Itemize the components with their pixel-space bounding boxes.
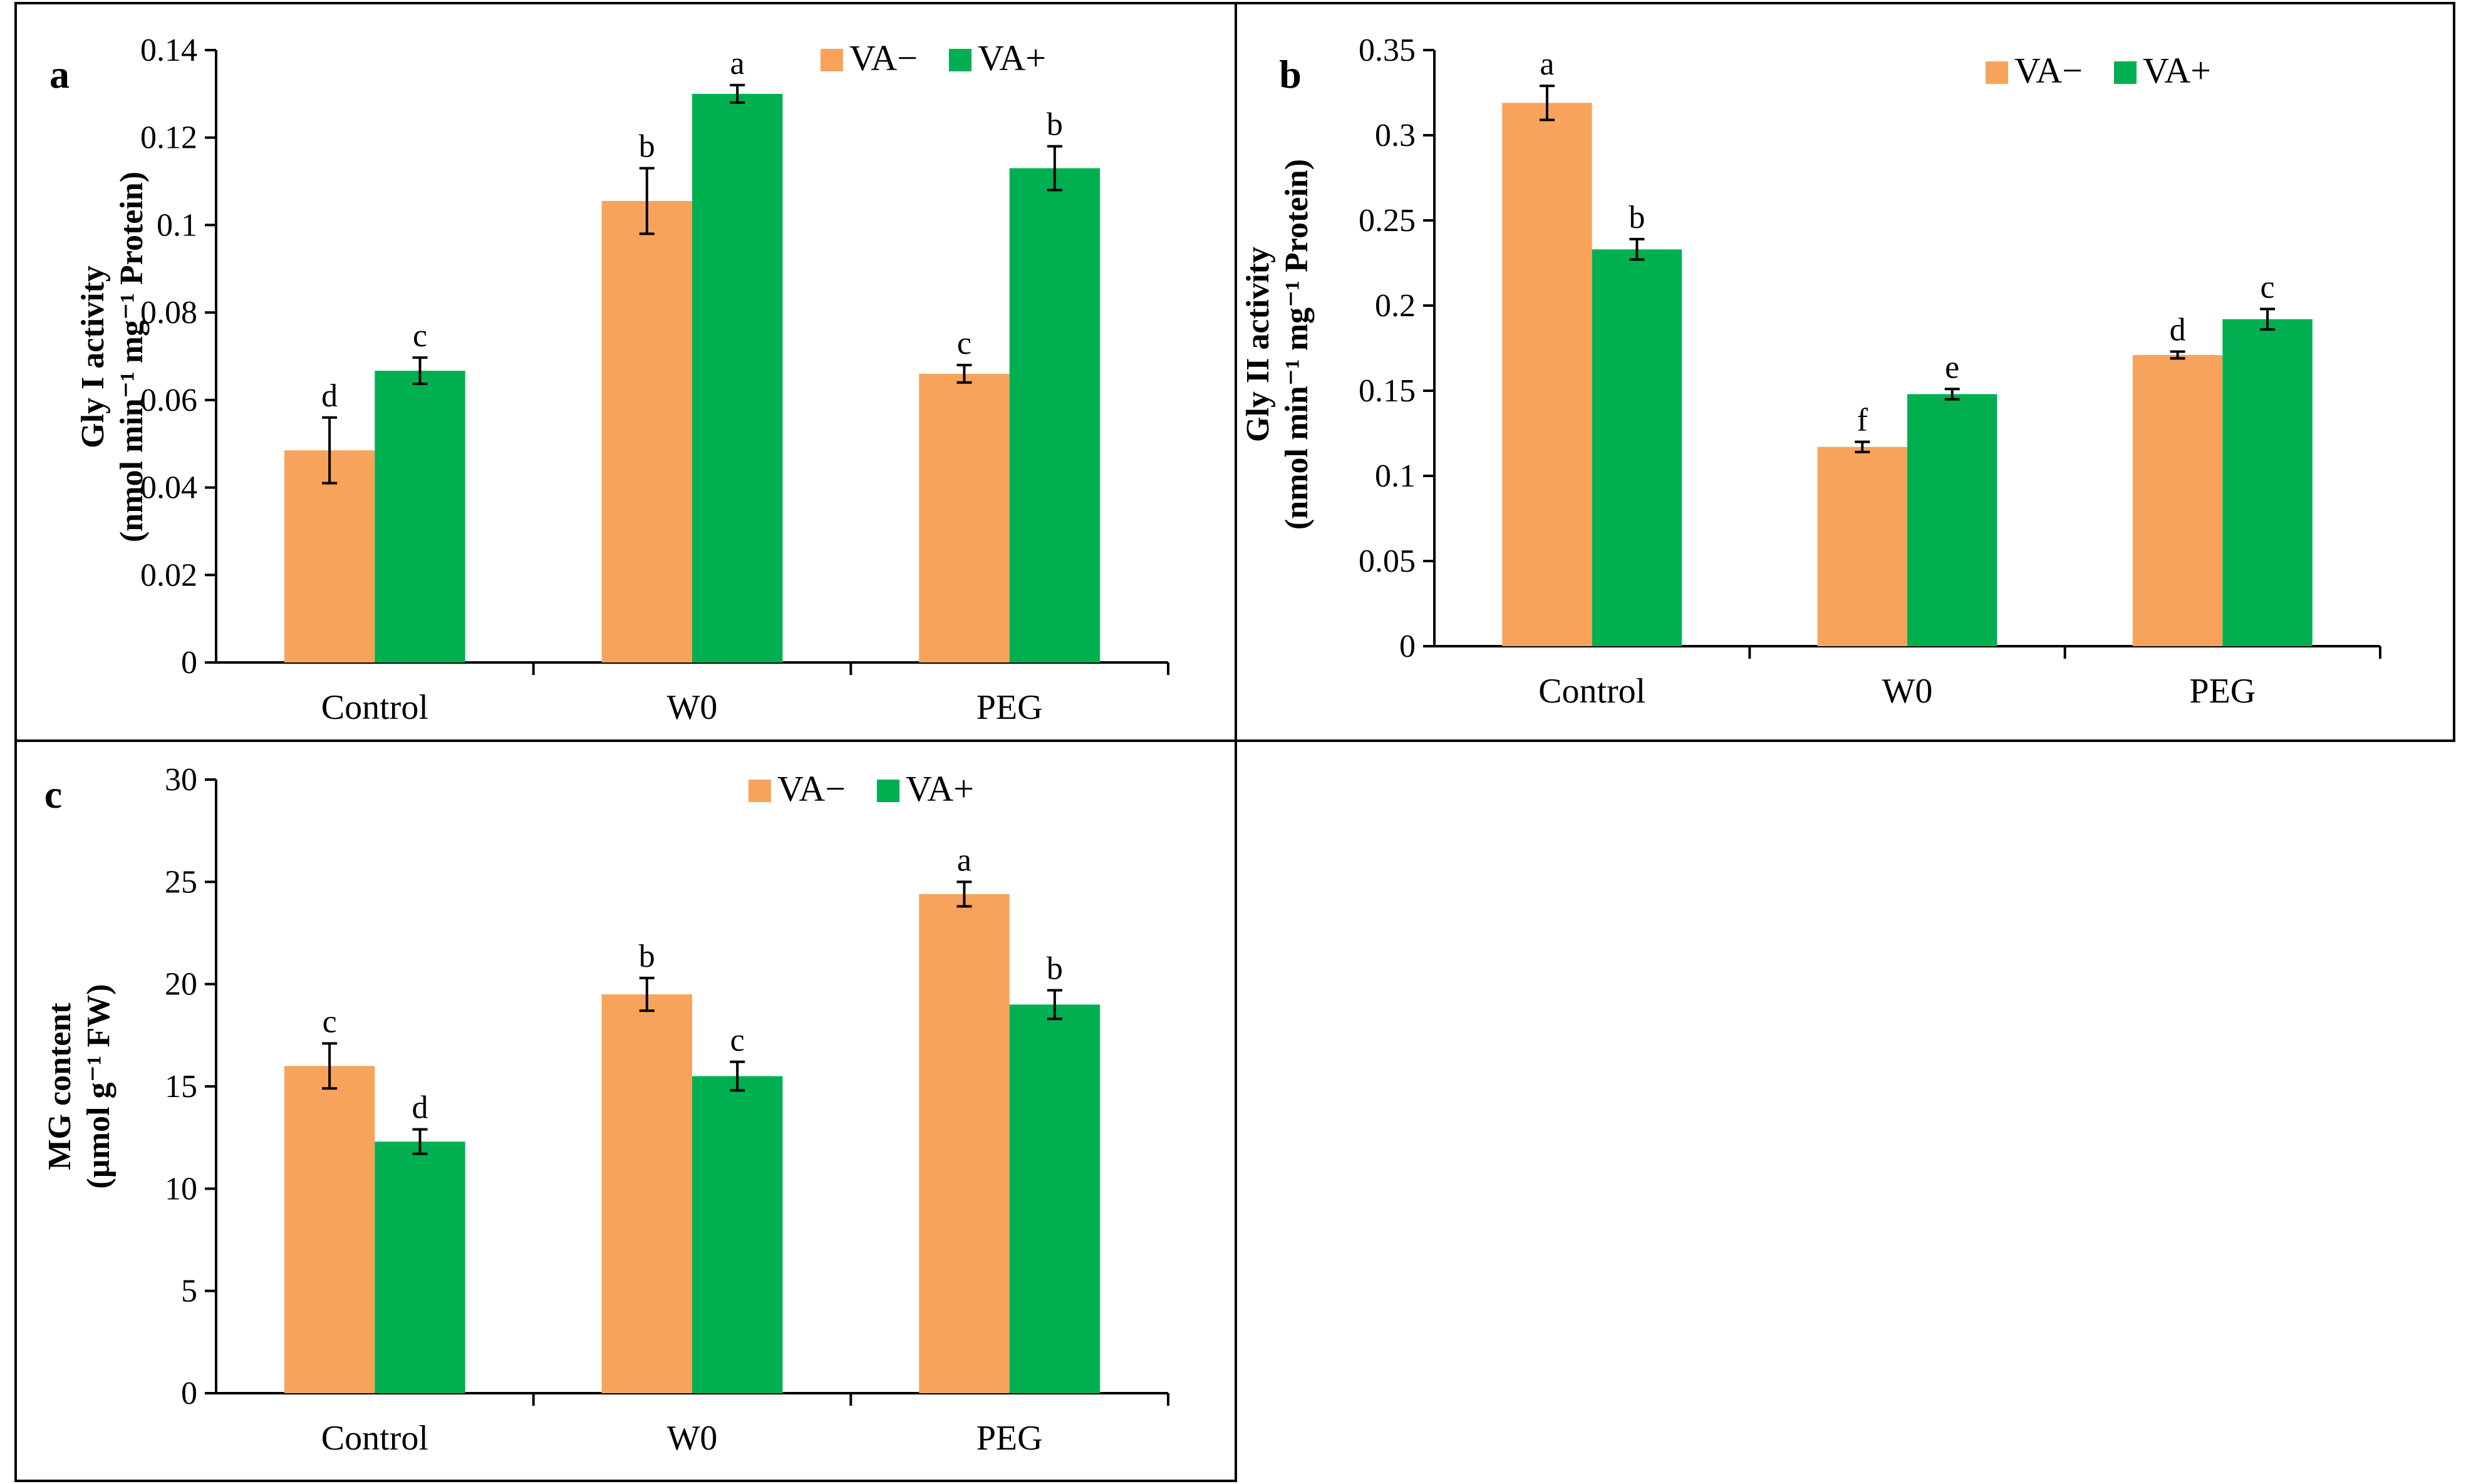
bar-va-plus-w0	[1907, 394, 1997, 646]
bar-va-plus-peg	[1009, 168, 1101, 663]
legend-swatch-va-minus	[1986, 61, 2008, 84]
legend-swatch-va-plus	[2114, 61, 2137, 84]
y-tick-label: 20	[165, 967, 197, 1002]
legend-swatch-va-minus	[749, 780, 771, 802]
y-tick-label: 0	[181, 645, 197, 681]
significance-letter: c	[957, 326, 971, 361]
significance-letter: c	[413, 318, 427, 354]
significance-letter: a	[957, 842, 971, 878]
bar-va-minus-w0	[601, 994, 692, 1393]
x-category-label: PEG	[2189, 672, 2256, 711]
legend-label: VA+	[2143, 50, 2211, 91]
bar-va-plus-w0	[692, 1076, 783, 1393]
y-tick-label: 0	[181, 1376, 197, 1411]
y-axis-label: Gly II activity(nmol min⁻¹ mg⁻¹ Protein)	[1240, 159, 1315, 530]
panel-letter: b	[1279, 52, 1302, 96]
legend-swatch-va-minus	[821, 49, 843, 71]
significance-letter: a	[1540, 46, 1554, 82]
y-tick-label: 0.35	[1359, 33, 1416, 68]
y-tick-label: 0.02	[140, 557, 197, 593]
y-tick-label: 30	[165, 762, 197, 798]
bar-va-plus-peg	[1009, 1004, 1101, 1393]
legend-label: VA+	[978, 38, 1046, 78]
y-axis-label-line2: (nmol min⁻¹ mg⁻¹ Protein)	[114, 172, 150, 542]
y-tick-label: 5	[181, 1274, 197, 1309]
significance-letter: d	[321, 378, 338, 414]
y-tick-label: 0.14	[140, 33, 197, 68]
bar-va-plus-control	[375, 371, 465, 662]
x-category-label: Control	[1538, 672, 1645, 711]
legend-label: VA−	[2014, 50, 2083, 91]
legend-swatch-va-plus	[877, 780, 899, 802]
significance-letter: b	[1629, 200, 1645, 235]
panel-letter: a	[49, 52, 70, 96]
bar-va-plus-control	[375, 1141, 465, 1393]
x-category-label: PEG	[976, 688, 1043, 727]
significance-letter: b	[1047, 107, 1063, 143]
y-tick-label: 0.04	[140, 470, 197, 506]
panel-frame	[1235, 2, 2455, 742]
y-tick-label: 0.1	[157, 207, 197, 243]
panel-frame	[14, 739, 1237, 1482]
bar-va-minus-w0	[601, 201, 692, 662]
significance-letter: c	[323, 1004, 337, 1039]
y-tick-label: 0.2	[1375, 288, 1416, 324]
significance-letter: c	[730, 1023, 745, 1058]
y-tick-label: 15	[165, 1069, 197, 1105]
y-tick-label: 0.12	[140, 120, 197, 156]
significance-letter: e	[1945, 349, 1959, 385]
y-tick-label: 0.15	[1359, 373, 1416, 409]
y-tick-label: 25	[165, 864, 197, 900]
y-axis-label: MG content(µmol g⁻¹ FW)	[42, 984, 117, 1188]
x-category-label: Control	[321, 1419, 428, 1458]
significance-letter: f	[1857, 403, 1868, 438]
bar-va-minus-control	[284, 450, 375, 662]
legend-swatch-va-plus	[949, 49, 971, 71]
y-axis-label: Gly I activity(nmol min⁻¹ mg⁻¹ Protein)	[75, 172, 150, 542]
y-axis-label-line1: MG content	[42, 1002, 78, 1170]
y-axis-label-line1: Gly II activity	[1240, 247, 1276, 442]
chart-panel-a: a Gly I activity(nmol min⁻¹ mg⁻¹ Protein)…	[14, 2, 1237, 742]
y-axis-label-line1: Gly I activity	[75, 265, 111, 448]
y-tick-label: 10	[165, 1171, 197, 1207]
x-category-label: W0	[1882, 672, 1933, 711]
y-tick-label: 0	[1399, 629, 1416, 664]
bar-va-plus-peg	[2222, 319, 2313, 646]
y-axis-label-line2: (µmol g⁻¹ FW)	[81, 984, 117, 1188]
bar-va-minus-peg	[2132, 354, 2223, 646]
y-tick-label: 0.08	[140, 295, 197, 331]
bar-va-minus-control	[1502, 103, 1592, 646]
significance-letter: b	[639, 129, 655, 165]
x-category-label: PEG	[976, 1419, 1043, 1458]
chart-panel-c: c MG content(µmol g⁻¹ FW) 0 5 10 15 20 25 30 Cont…	[14, 739, 1237, 1482]
significance-letter: d	[412, 1090, 428, 1126]
y-axis-label-line2: (nmol min⁻¹ mg⁻¹ Protein)	[1279, 159, 1315, 530]
bar-va-minus-w0	[1817, 446, 1907, 646]
significance-letter: b	[1047, 951, 1063, 986]
significance-letter: d	[2170, 312, 2186, 348]
significance-letter: c	[2261, 269, 2275, 305]
y-tick-label: 0.05	[1359, 544, 1416, 579]
bar-va-minus-peg	[919, 373, 1010, 662]
bar-va-minus-peg	[919, 894, 1010, 1393]
y-tick-label: 0.06	[140, 383, 197, 418]
x-category-label: Control	[321, 688, 428, 727]
chart-panel-b: b Gly II activity(nmol min⁻¹ mg⁻¹ Protein…	[1235, 2, 2455, 742]
y-tick-label: 0.25	[1359, 203, 1416, 239]
legend-label: VA+	[906, 768, 974, 809]
y-tick-label: 0.3	[1375, 118, 1416, 153]
bar-va-plus-control	[1592, 249, 1682, 646]
legend-label: VA−	[777, 768, 846, 809]
x-category-label: W0	[667, 1419, 718, 1458]
significance-letter: a	[730, 46, 745, 81]
significance-letter: b	[639, 939, 655, 974]
y-tick-label: 0.1	[1375, 458, 1416, 494]
bar-va-minus-control	[284, 1066, 375, 1393]
legend-label: VA−	[849, 38, 918, 78]
bar-va-plus-w0	[692, 93, 783, 662]
x-category-label: W0	[667, 688, 718, 727]
panel-letter: c	[44, 772, 62, 817]
